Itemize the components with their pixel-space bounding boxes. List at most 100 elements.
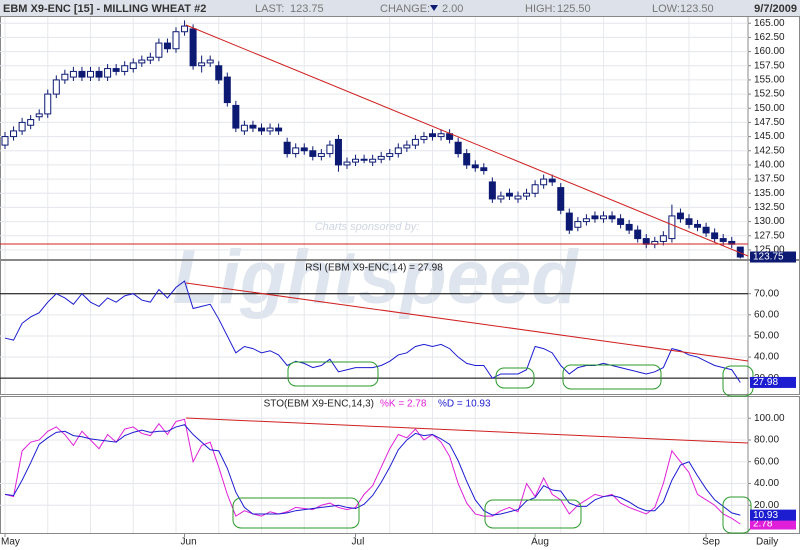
header-title: EBM X9-ENC [15] - MILLING WHEAT #2 xyxy=(3,3,206,15)
candle-body xyxy=(249,124,257,129)
candle-body xyxy=(181,25,189,33)
sto-trendline xyxy=(185,417,749,444)
last-value-box xyxy=(750,518,796,530)
candle-body xyxy=(711,232,719,240)
candle-body xyxy=(138,59,146,64)
candle-body xyxy=(223,76,231,104)
candle-body xyxy=(334,138,342,166)
low-value: 123.50 xyxy=(680,3,714,15)
candle-body xyxy=(429,133,436,138)
candle-body xyxy=(377,155,385,160)
candle-body xyxy=(189,28,197,67)
rsi-trendline xyxy=(185,282,749,362)
candle-body xyxy=(394,147,402,155)
y-tick-label: 60.00 xyxy=(754,456,779,467)
candle-body xyxy=(52,79,60,95)
candle-body xyxy=(343,161,351,166)
candle-body xyxy=(10,130,18,138)
candle-body xyxy=(694,223,702,228)
high-value: 125.50 xyxy=(557,3,591,15)
y-tick-label: 137.50 xyxy=(754,174,785,185)
candle-body xyxy=(18,121,26,132)
candle-body xyxy=(317,153,325,157)
y-tick-label: 162.50 xyxy=(754,32,785,43)
last-label: LAST: xyxy=(255,3,284,15)
candle-body xyxy=(78,70,86,78)
watermark: Lightspeed xyxy=(172,235,579,320)
candle-body xyxy=(240,124,248,132)
candle-body xyxy=(634,229,642,240)
candle-body xyxy=(104,68,112,78)
candle-body xyxy=(198,62,206,67)
candle-body xyxy=(582,218,590,223)
last-value-box xyxy=(750,376,796,388)
y-tick-label: 100.00 xyxy=(754,413,785,424)
last-value-label: 123.75 xyxy=(753,252,784,263)
y-tick-label: 145.00 xyxy=(754,131,785,142)
last-value-box xyxy=(750,509,796,521)
candle-body xyxy=(531,184,539,194)
header-date: 9/7/2009 xyxy=(754,3,797,15)
candle-body xyxy=(206,59,214,64)
y-tick-label: 165.00 xyxy=(754,18,785,29)
candle-body xyxy=(129,62,137,70)
candle-body xyxy=(471,164,479,169)
y-tick-label: 20.00 xyxy=(754,500,779,511)
candle-body xyxy=(420,136,428,140)
candle-body xyxy=(300,147,308,152)
series-line xyxy=(4,424,741,516)
candle-body xyxy=(232,104,240,129)
change-label: CHANGE: xyxy=(380,3,430,15)
candle-body xyxy=(514,195,522,200)
change-value: 2.00 xyxy=(442,3,463,15)
candle-body xyxy=(411,138,419,146)
series-line xyxy=(4,418,741,525)
candle-body xyxy=(685,218,693,225)
candle-body xyxy=(608,215,616,220)
candle-body xyxy=(540,178,548,186)
candle-body xyxy=(326,144,334,155)
candle-body xyxy=(702,226,710,234)
candle-body xyxy=(488,181,496,200)
x-tick-label: Jun xyxy=(181,537,197,548)
plot-area xyxy=(0,16,800,537)
candle-body xyxy=(437,133,445,138)
last-value-label: 2.78 xyxy=(753,519,773,530)
candle-body xyxy=(659,235,667,242)
candle-body xyxy=(548,178,556,183)
last-value-label: 10.93 xyxy=(753,510,778,521)
candle-body xyxy=(505,192,513,197)
highlight-box xyxy=(562,364,662,390)
candle-body xyxy=(676,212,684,220)
legend-entry: %K = 2.78 xyxy=(380,399,427,410)
header-bar xyxy=(0,0,800,16)
candle-body xyxy=(1,136,9,146)
candle-body xyxy=(283,141,291,155)
highlight-box xyxy=(484,499,582,529)
series-line xyxy=(4,280,741,383)
legend-entry: %D = 10.93 xyxy=(438,399,491,410)
last-value-box xyxy=(750,251,796,263)
y-tick-label: 152.50 xyxy=(754,89,785,100)
x-tick-label: Aug xyxy=(531,537,549,548)
candle-body xyxy=(292,147,300,155)
x-axis-label: Daily xyxy=(756,537,778,548)
candle-body xyxy=(309,150,317,157)
y-tick-label: 130.00 xyxy=(754,216,785,227)
candle-body xyxy=(69,70,77,78)
highlight-box xyxy=(495,367,535,389)
y-tick-label: 70.00 xyxy=(754,288,779,299)
candle-body xyxy=(258,127,265,132)
candle-body xyxy=(480,167,488,172)
candle-body xyxy=(600,215,607,220)
panel-title: RSI (EBM X9-ENC,14) = 27.98 xyxy=(305,263,443,274)
y-tick-label: 125.00 xyxy=(754,245,785,256)
candle-body xyxy=(163,42,171,50)
candle-body xyxy=(35,113,43,118)
candle-body xyxy=(642,238,650,245)
y-tick-label: 60.00 xyxy=(754,309,779,320)
trend-lines xyxy=(0,24,749,444)
x-tick-label: Jul xyxy=(352,537,365,548)
candle-body xyxy=(266,127,274,132)
y-tick-label: 157.50 xyxy=(754,60,785,71)
